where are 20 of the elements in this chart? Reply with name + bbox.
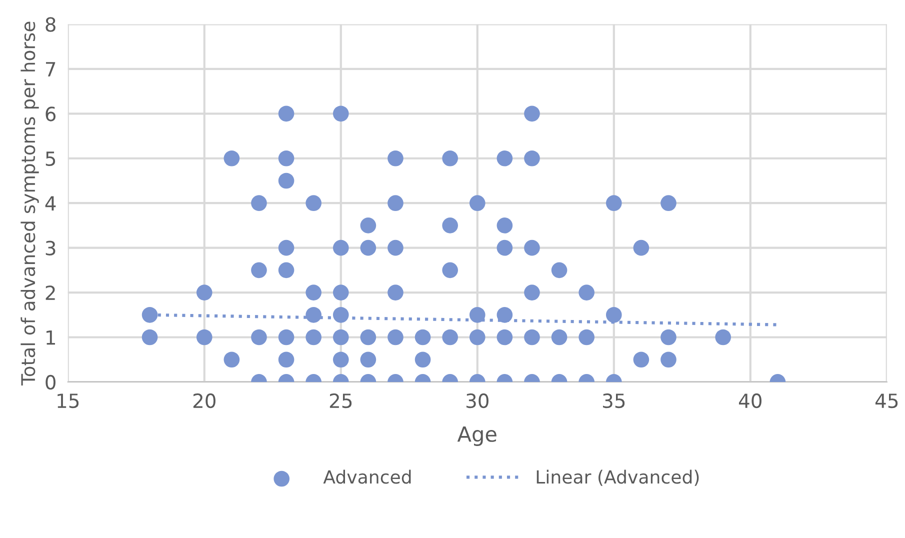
y-tick-label: 3 [46, 240, 56, 256]
y-tick-label: 7 [46, 62, 56, 76]
legend-label: Linear (Advanced) [536, 470, 699, 486]
x-tick-label: 45 [875, 394, 898, 408]
x-axis-title: Age [457, 426, 496, 446]
x-tick-label: 40 [738, 393, 762, 408]
x-tick-label: 25 [330, 393, 352, 408]
x-tick-label: 20 [193, 393, 216, 408]
x-tick-label: 35 [603, 393, 625, 408]
y-tick-label: 2 [46, 285, 55, 300]
y-tick-label: 6 [46, 106, 56, 122]
y-tick-label: 8 [46, 17, 56, 32]
y-tick-label: 5 [46, 152, 56, 166]
y-tick-label: 1 [46, 330, 55, 345]
x-tick-label: 30 [466, 393, 488, 408]
legend-label: Advanced [323, 470, 411, 484]
x-tick-label: 15 [58, 394, 79, 408]
y-tick-label: 4 [45, 196, 56, 210]
y-axis-title: Total of advanced symptoms per horse [20, 22, 39, 386]
y-tick-label: 0 [46, 374, 56, 390]
